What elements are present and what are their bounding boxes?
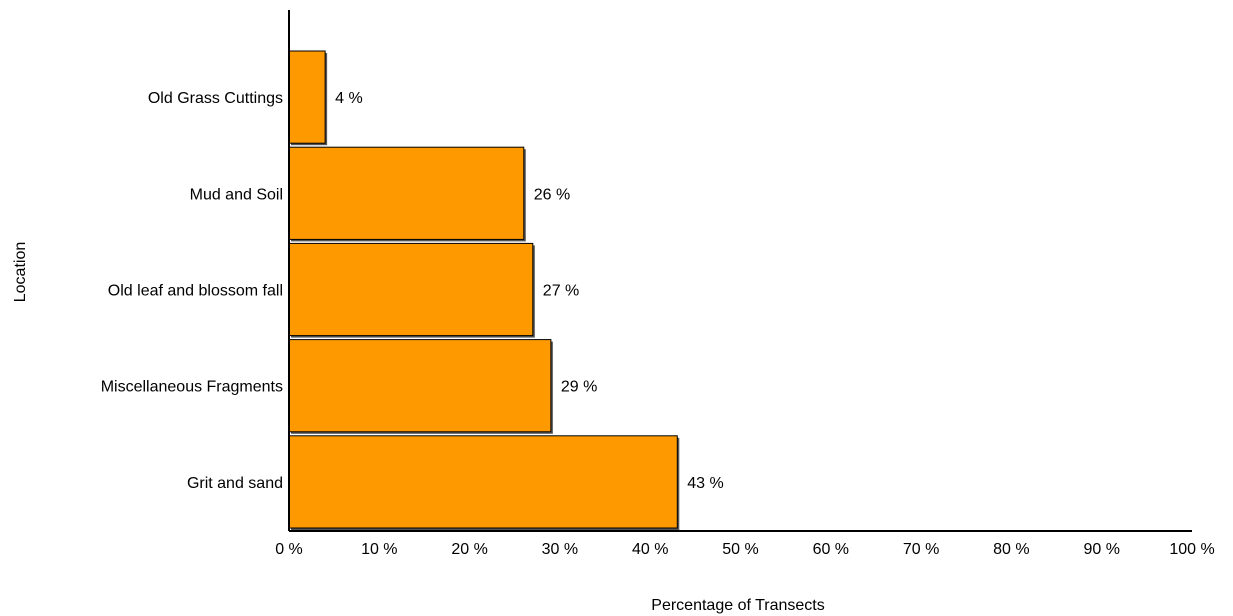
x-tick-label: 90 % [1083, 541, 1119, 558]
x-tick-label: 50 % [722, 541, 758, 558]
x-tick-label: 40 % [632, 541, 668, 558]
bar-grit-and-sand [288, 435, 678, 529]
data-label: 4 % [335, 90, 363, 107]
data-labels-layer: 4 % 26 % 27 % 29 % 43 % [335, 90, 724, 492]
x-tick-label: 60 % [813, 541, 849, 558]
data-label: 29 % [561, 379, 597, 396]
x-tick-label: 20 % [451, 541, 487, 558]
x-axis-title: Percentage of Transects [651, 597, 824, 614]
category-labels-layer: Old Grass Cuttings Mud and Soil Old leaf a… [101, 90, 283, 492]
bar-old-grass-cuttings [288, 50, 326, 144]
x-tick-label: 100 % [1169, 541, 1214, 558]
bars-layer [288, 50, 680, 530]
y-axis-title: Location [12, 242, 29, 303]
axes-layer [288, 10, 1192, 532]
category-label: Miscellaneous Fragments [101, 379, 283, 396]
category-label: Grit and sand [187, 475, 283, 492]
category-label: Mud and Soil [190, 186, 283, 203]
category-label: Old Grass Cuttings [148, 90, 283, 107]
x-tick-labels-layer: 0 % 10 % 20 % 30 % 40 % 50 % 60 % 70 % 80 % 90 % 1… [275, 541, 1214, 558]
x-tick-label: 70 % [903, 541, 939, 558]
x-tick-label: 10 % [361, 541, 397, 558]
x-tick-label: 80 % [993, 541, 1029, 558]
category-label: Old leaf and blossom fall [108, 283, 283, 300]
bar-miscellaneous-fragments [288, 339, 552, 433]
x-tick-label: 30 % [542, 541, 578, 558]
data-label: 27 % [543, 283, 579, 300]
data-label: 26 % [534, 186, 570, 203]
bar-old-leaf-and-blossom-fall [288, 242, 534, 337]
x-tick-label: 0 % [275, 541, 303, 558]
bar-mud-and-soil [288, 146, 525, 240]
data-label: 43 % [687, 475, 723, 492]
